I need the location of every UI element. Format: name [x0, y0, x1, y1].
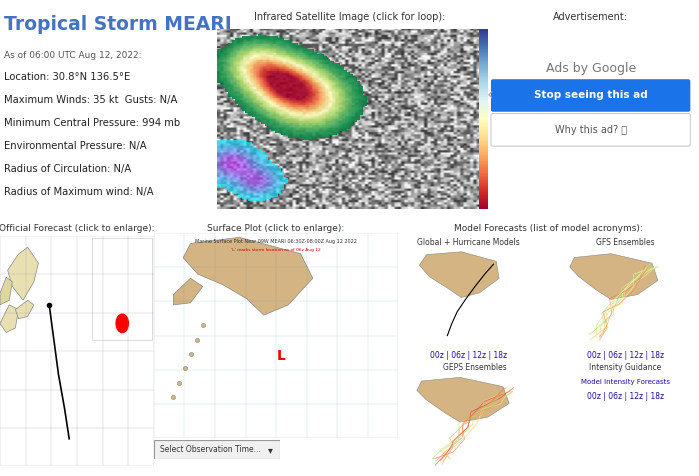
- Text: Radius of Circulation: N/A: Radius of Circulation: N/A: [4, 164, 131, 174]
- Text: Marine Surface Plot Near 09W MEARI 06:30Z-08:00Z Aug 12 2022: Marine Surface Plot Near 09W MEARI 06:30…: [195, 239, 357, 244]
- Text: Global + Hurricane Models: Global + Hurricane Models: [417, 238, 519, 247]
- Polygon shape: [15, 300, 34, 319]
- Text: ▾: ▾: [268, 445, 273, 455]
- Text: GFS Ensembles: GFS Ensembles: [596, 238, 655, 247]
- Text: Model Forecasts (list of model acronyms):: Model Forecasts (list of model acronyms)…: [454, 224, 643, 233]
- Text: As of 06:00 UTC Aug 12, 2022:: As of 06:00 UTC Aug 12, 2022:: [4, 51, 142, 60]
- Text: Stop seeing this ad: Stop seeing this ad: [534, 90, 647, 100]
- Polygon shape: [419, 252, 499, 298]
- Text: Minimum Central Pressure: 994 mb: Minimum Central Pressure: 994 mb: [4, 118, 180, 128]
- Text: 00z | 06z | 12z | 18z: 00z | 06z | 12z | 18z: [430, 351, 507, 360]
- Text: Environmental Pressure: N/A: Environmental Pressure: N/A: [4, 141, 147, 151]
- Polygon shape: [0, 305, 18, 333]
- Text: Maximum Winds: 35 kt  Gusts: N/A: Maximum Winds: 35 kt Gusts: N/A: [4, 95, 178, 105]
- Text: 'L' marks storm location as of 06z Aug 12: 'L' marks storm location as of 06z Aug 1…: [231, 248, 321, 252]
- Text: Location: 30.8°N 136.5°E: Location: 30.8°N 136.5°E: [4, 72, 131, 82]
- Text: Model Intensity Forecasts: Model Intensity Forecasts: [581, 379, 670, 385]
- Text: GEPS Ensembles: GEPS Ensembles: [443, 363, 507, 372]
- Polygon shape: [173, 278, 203, 305]
- Text: Why this ad? ⓘ: Why this ad? ⓘ: [554, 125, 627, 135]
- Polygon shape: [8, 247, 38, 300]
- Circle shape: [116, 314, 129, 333]
- Text: 00z | 06z | 12z | 18z: 00z | 06z | 12z | 18z: [587, 351, 664, 360]
- FancyBboxPatch shape: [154, 440, 280, 459]
- Text: Surface Plot (click to enlarge):: Surface Plot (click to enlarge):: [208, 224, 345, 233]
- FancyBboxPatch shape: [491, 114, 691, 146]
- Polygon shape: [183, 238, 313, 315]
- Text: Advertisement:: Advertisement:: [553, 11, 628, 22]
- FancyBboxPatch shape: [92, 238, 152, 339]
- Polygon shape: [0, 277, 13, 305]
- Text: ‹: ‹: [487, 87, 493, 105]
- Text: Radius of Maximum wind: N/A: Radius of Maximum wind: N/A: [4, 187, 154, 197]
- Text: 00z | 06z | 12z | 18z: 00z | 06z | 12z | 18z: [587, 392, 664, 401]
- Text: L: L: [277, 349, 285, 363]
- Text: Infrared Satellite Image (click for loop):: Infrared Satellite Image (click for loop…: [254, 11, 445, 22]
- Text: Official Forecast (click to enlarge):: Official Forecast (click to enlarge):: [0, 224, 154, 233]
- Text: Ads by Google: Ads by Google: [545, 62, 636, 75]
- Text: Intensity Guidance: Intensity Guidance: [589, 363, 662, 372]
- Text: Tropical Storm MEARI: Tropical Storm MEARI: [4, 15, 232, 34]
- Polygon shape: [570, 254, 658, 299]
- FancyBboxPatch shape: [491, 79, 691, 112]
- Text: Select Observation Time...: Select Observation Time...: [160, 446, 261, 454]
- Polygon shape: [417, 377, 509, 422]
